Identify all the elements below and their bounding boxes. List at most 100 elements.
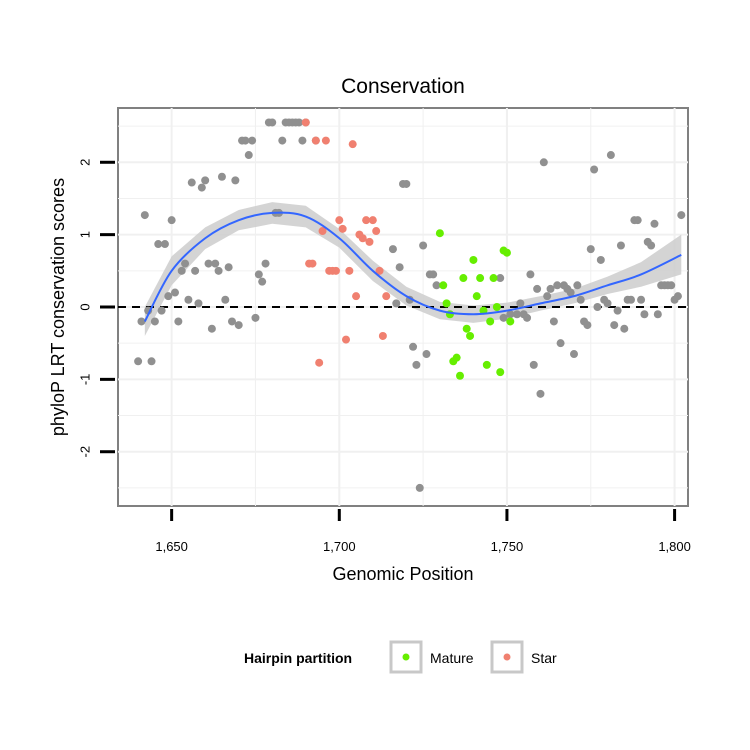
legend-dot-star xyxy=(503,653,511,661)
point-mature xyxy=(502,248,511,257)
point-star xyxy=(352,292,361,301)
point-other xyxy=(506,310,515,319)
legend-entry-mature: Mature xyxy=(389,640,474,674)
point-other xyxy=(523,313,532,322)
point-other xyxy=(593,303,602,311)
point-other xyxy=(204,259,213,268)
point-other xyxy=(667,281,676,290)
point-star xyxy=(368,216,377,225)
y-tick-label: 0 xyxy=(78,303,93,310)
point-other xyxy=(268,118,277,127)
legend-label-star: Star xyxy=(531,650,557,666)
point-other xyxy=(526,270,535,279)
point-star xyxy=(301,118,310,127)
point-star xyxy=(362,216,371,225)
point-other xyxy=(549,317,558,326)
point-star xyxy=(375,266,384,275)
point-mature xyxy=(442,299,451,308)
y-tick-label: -1 xyxy=(78,374,93,386)
point-other xyxy=(228,317,236,326)
point-other xyxy=(221,295,230,304)
point-mature xyxy=(489,274,498,283)
point-other xyxy=(616,241,625,250)
point-other xyxy=(613,306,622,315)
legend: Hairpin partition Mature Star xyxy=(244,640,557,674)
point-other xyxy=(248,136,257,145)
point-mature xyxy=(496,368,505,377)
legend-dot-mature xyxy=(402,653,410,661)
point-mature xyxy=(459,274,468,283)
point-other xyxy=(184,295,193,304)
x-tick-label: 1,800 xyxy=(658,539,691,554)
point-other xyxy=(543,292,552,301)
point-mature xyxy=(462,324,471,333)
point-other xyxy=(164,292,173,301)
point-other xyxy=(154,240,163,249)
point-other xyxy=(134,357,143,366)
point-other xyxy=(586,245,595,254)
point-other xyxy=(174,317,183,326)
point-mature xyxy=(476,274,485,283)
point-other xyxy=(536,389,545,398)
point-star xyxy=(378,331,387,340)
point-other xyxy=(409,342,418,351)
point-other xyxy=(422,350,431,359)
point-other xyxy=(429,270,438,279)
point-other xyxy=(167,216,176,225)
point-star xyxy=(308,259,317,268)
point-star xyxy=(318,227,327,236)
point-star xyxy=(338,224,347,233)
legend-entry-star: Star xyxy=(490,640,557,674)
smooth-curve-layer xyxy=(143,211,682,322)
point-other xyxy=(388,245,397,254)
point-other xyxy=(224,263,233,272)
point-other xyxy=(647,241,656,250)
point-star xyxy=(345,266,354,275)
point-other xyxy=(207,324,216,333)
point-other xyxy=(197,183,206,192)
point-mature xyxy=(492,303,501,311)
point-other xyxy=(177,266,186,275)
point-mature xyxy=(469,255,478,264)
point-other xyxy=(187,178,196,187)
point-other xyxy=(211,259,220,268)
point-other xyxy=(157,306,166,315)
y-tick-label: 2 xyxy=(78,159,93,166)
point-mature xyxy=(472,292,481,301)
point-other xyxy=(603,299,612,308)
y-tick-label: 1 xyxy=(78,231,93,238)
smooth-curve xyxy=(143,211,682,322)
point-other xyxy=(412,360,421,369)
x-tick-label: 1,650 xyxy=(155,539,188,554)
point-other xyxy=(258,277,267,286)
point-other xyxy=(633,216,642,225)
point-other xyxy=(160,240,169,249)
point-other xyxy=(244,151,253,160)
point-other xyxy=(298,136,307,145)
point-other xyxy=(610,321,619,330)
point-other xyxy=(596,255,605,264)
point-other xyxy=(150,317,159,326)
point-star xyxy=(311,136,320,145)
point-other xyxy=(231,176,240,185)
point-star xyxy=(342,335,350,344)
gridlines xyxy=(118,108,688,506)
point-mature xyxy=(482,360,491,369)
point-other xyxy=(529,360,538,369)
data-points xyxy=(134,118,686,492)
point-other xyxy=(217,172,226,181)
point-mature xyxy=(452,353,461,362)
point-other xyxy=(570,350,578,359)
point-other xyxy=(147,357,156,366)
point-other xyxy=(171,288,179,297)
point-other xyxy=(620,324,629,333)
point-other xyxy=(278,136,287,145)
point-mature xyxy=(466,331,475,340)
point-other xyxy=(392,299,401,308)
legend-key-star xyxy=(490,640,524,674)
point-other xyxy=(677,211,686,220)
point-other xyxy=(201,176,210,185)
point-other xyxy=(556,339,565,348)
point-other xyxy=(650,219,659,228)
